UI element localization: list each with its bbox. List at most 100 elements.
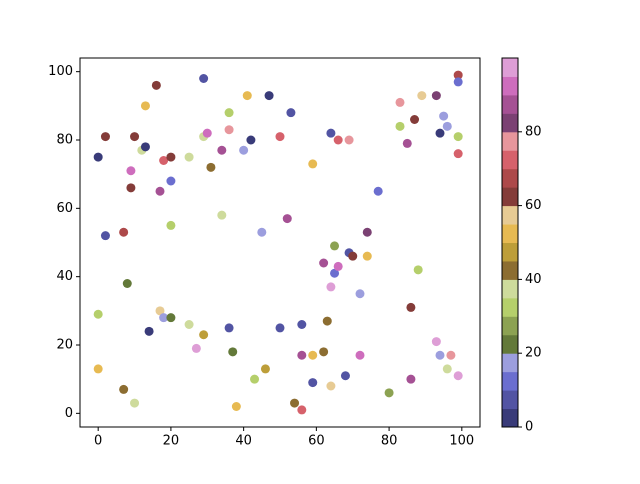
point xyxy=(130,398,140,408)
point xyxy=(184,320,194,329)
x-tick-label: 60 xyxy=(308,434,325,449)
point xyxy=(333,135,343,145)
colorbar-segment xyxy=(502,279,518,299)
point xyxy=(217,145,227,155)
point xyxy=(257,227,267,237)
point xyxy=(322,316,332,326)
x-tick-label: 0 xyxy=(94,434,102,449)
point xyxy=(144,326,154,336)
point xyxy=(384,388,394,398)
point xyxy=(446,350,456,360)
point xyxy=(344,135,354,145)
point xyxy=(239,145,249,155)
point xyxy=(122,279,132,288)
point xyxy=(453,132,463,142)
point xyxy=(166,220,176,230)
colorbar-segment xyxy=(502,150,518,170)
point xyxy=(264,91,274,101)
colorbar-segment xyxy=(502,187,518,207)
point xyxy=(340,371,350,381)
point xyxy=(140,101,150,111)
point xyxy=(297,405,307,415)
point xyxy=(297,320,307,329)
point xyxy=(395,121,405,131)
point xyxy=(308,378,318,388)
point xyxy=(224,125,234,135)
colorbar-segment xyxy=(502,131,518,151)
colorbar-segment xyxy=(502,94,518,114)
point xyxy=(453,70,463,80)
point xyxy=(453,371,463,381)
point xyxy=(395,97,405,107)
point xyxy=(228,347,238,357)
colorbar-segment xyxy=(502,113,518,133)
x-tick-label: 20 xyxy=(163,434,180,449)
colorbar-tick-label: 40 xyxy=(525,272,542,287)
point xyxy=(417,91,427,101)
point xyxy=(290,398,300,408)
colorbar-segment xyxy=(502,390,518,410)
point xyxy=(319,347,329,357)
point xyxy=(326,128,336,138)
point xyxy=(362,227,372,237)
point xyxy=(442,121,452,131)
y-tick-label: 60 xyxy=(56,201,73,216)
point xyxy=(224,108,234,118)
point xyxy=(242,91,252,101)
point xyxy=(166,152,176,162)
y-tick-label: 20 xyxy=(56,338,73,353)
point xyxy=(199,74,209,83)
point xyxy=(159,313,169,323)
colorbar-frame xyxy=(501,57,519,428)
colorbar-segment xyxy=(502,316,518,336)
colorbar-tick-label: 20 xyxy=(525,346,542,361)
colorbar-segment xyxy=(502,242,518,262)
point xyxy=(297,350,307,360)
point xyxy=(431,337,441,347)
point xyxy=(151,80,161,90)
point xyxy=(126,166,136,176)
plot-frame xyxy=(79,57,481,428)
point xyxy=(206,162,216,172)
point xyxy=(140,142,150,152)
point xyxy=(166,176,176,186)
colorbar-segment xyxy=(502,205,518,225)
point xyxy=(155,186,165,196)
x-tick-label: 40 xyxy=(235,434,252,449)
point xyxy=(260,364,270,374)
point xyxy=(246,135,256,145)
y-tick-label: 80 xyxy=(56,133,73,148)
y-tick-label: 40 xyxy=(56,269,73,284)
point xyxy=(431,91,441,101)
point xyxy=(330,241,340,251)
point xyxy=(406,302,416,312)
point xyxy=(93,309,103,319)
point xyxy=(330,268,340,278)
colorbar-segment xyxy=(502,297,518,317)
colorbar-segment xyxy=(502,334,518,354)
point xyxy=(155,306,165,316)
point xyxy=(166,313,176,323)
point xyxy=(191,343,201,353)
point xyxy=(435,128,445,138)
point xyxy=(308,350,318,360)
point xyxy=(326,381,336,391)
colorbar-segment xyxy=(502,353,518,373)
point xyxy=(362,251,372,261)
point xyxy=(100,132,110,142)
colorbar-segment xyxy=(502,76,518,96)
point xyxy=(100,231,110,241)
colorbar-tick-label: 80 xyxy=(525,124,542,139)
x-tick-label: 80 xyxy=(381,434,398,449)
point xyxy=(435,350,445,360)
point xyxy=(442,364,452,374)
point xyxy=(333,261,343,271)
colorbar-segment xyxy=(502,168,518,188)
x-tick-label: 100 xyxy=(449,434,474,449)
colorbar-segment xyxy=(502,224,518,243)
point xyxy=(413,265,423,275)
point xyxy=(402,138,412,148)
point xyxy=(373,186,383,196)
point xyxy=(326,282,336,292)
